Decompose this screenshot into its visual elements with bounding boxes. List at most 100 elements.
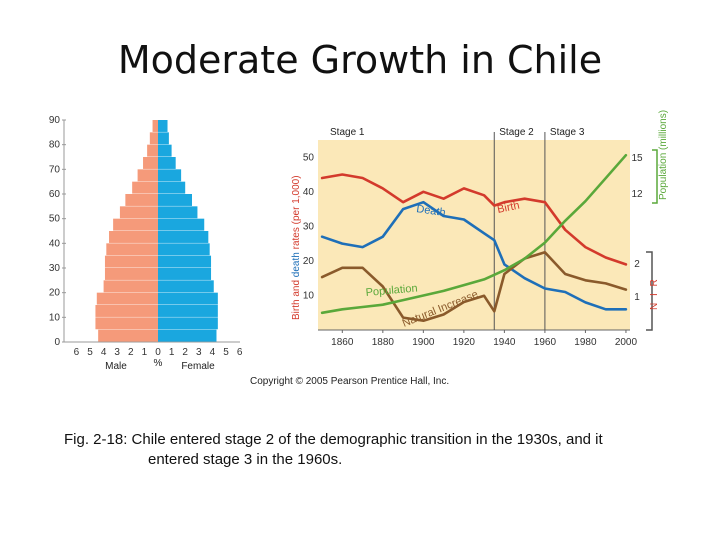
pyramid-bar-male <box>149 132 158 145</box>
death-annotation: Death <box>416 203 447 219</box>
ylabel-part-rest: rates (per 1,000) <box>291 175 302 252</box>
pyramid-x-tick: 5 <box>87 347 93 358</box>
pyramid-bar-female <box>158 292 218 305</box>
pyramid-y-tick: 0 <box>54 337 60 348</box>
pyramid-bar-female <box>158 218 205 231</box>
pyramid-bar-female <box>158 280 214 293</box>
caption-line-1: Fig. 2-18: Chile entered stage 2 of the … <box>64 431 603 448</box>
pyramid-x-tick: 6 <box>237 347 243 358</box>
chart-y-tick: 20 <box>303 256 315 267</box>
birth-annotation: Birth <box>496 199 521 215</box>
pyramid-x-tick: 3 <box>196 347 202 358</box>
pyramid-x-tick: 5 <box>223 347 229 358</box>
nir-bracket <box>646 251 653 331</box>
pyramid-female-label: Female <box>181 361 215 372</box>
stage-label: Stage 3 <box>550 127 585 138</box>
pyramid-bar-male <box>132 181 158 194</box>
series-line-birth <box>320 173 628 266</box>
pyramid-x-tick: 1 <box>142 347 148 358</box>
pyramid-bar-male <box>96 292 158 305</box>
pyramid-bar-male <box>147 144 158 157</box>
pyramid-bar-female <box>158 169 182 182</box>
pyramid-bar-male <box>104 268 158 280</box>
pop-tick-12: 12 <box>631 189 643 200</box>
population-axis-label: Population (millions) <box>658 110 669 200</box>
population-annotation: Population <box>365 283 418 299</box>
pyramid-bar-male <box>109 231 158 243</box>
pyramid-bar-female <box>158 132 169 145</box>
pyramid-bar-male <box>98 329 158 342</box>
pyramid-y-tick: 80 <box>49 140 61 151</box>
slide-title: Moderate Growth in Chile <box>117 38 603 82</box>
pyramid-bar-female <box>158 305 218 317</box>
pyramid-bar-female <box>158 144 172 157</box>
pyramid-bar-female <box>158 231 209 243</box>
ylabel-part-birth: Birth and <box>291 277 302 320</box>
pyramid-y-tick: 70 <box>49 164 61 175</box>
pyramid-x-tick: 6 <box>74 347 80 358</box>
chart-x-tick: 1920 <box>453 337 476 348</box>
pyramid-x-tick: 4 <box>101 347 107 358</box>
pyramid-bar-female <box>158 329 217 342</box>
ylabel-part-death: death <box>291 252 302 277</box>
chart-x-tick: 1960 <box>534 337 557 348</box>
pyramid-y-tick: 90 <box>49 115 61 126</box>
pyramid-y-tick: 10 <box>49 312 61 323</box>
pyramid-bar-female <box>158 243 210 256</box>
chart-y-label: Birth and death rates (per 1,000) <box>291 175 302 320</box>
series-line-population <box>320 153 628 315</box>
pyramid-x-tick: 3 <box>114 347 120 358</box>
nir-tick-1: 1 <box>634 292 640 303</box>
chart-y-tick: 40 <box>303 187 315 198</box>
pyramid-pct-label: % <box>154 358 163 369</box>
pyramid-bar-male <box>104 255 158 268</box>
pyramid-male-label: Male <box>105 361 127 372</box>
pyramid-bar-male <box>106 243 158 256</box>
nir-tick-2: 2 <box>634 259 640 270</box>
pyramid-x-tick: 1 <box>169 347 175 358</box>
series-line-natural-increase <box>320 251 628 322</box>
pyramid-bar-female <box>158 268 212 280</box>
pyramid-bar-male <box>125 194 158 206</box>
pyramid-bar-male <box>143 157 158 169</box>
series-line-death <box>320 200 628 311</box>
pyramid-x-tick: 4 <box>210 347 216 358</box>
pyramid-bar-male <box>152 120 158 132</box>
chart-x-tick: 1980 <box>574 337 597 348</box>
pyramid-bar-male <box>113 218 158 231</box>
chart-x-tick: 1860 <box>331 337 354 348</box>
pyramid-bar-male <box>95 317 158 330</box>
chart-y-tick: 30 <box>303 221 315 232</box>
pyramid-bar-male <box>119 206 158 219</box>
caption-line-2: entered stage 3 in the 1960s. <box>148 451 343 468</box>
pyramid-y-tick: 30 <box>49 263 61 274</box>
chart-y-tick: 50 <box>303 152 315 163</box>
pyramid-bar-male <box>137 169 158 182</box>
pyramid-x-tick: 0 <box>155 347 161 358</box>
copyright: Copyright © 2005 Pearson Prentice Hall, … <box>250 376 449 387</box>
nir-axis-label: N I R <box>649 277 660 310</box>
pyramid-y-tick: 20 <box>49 288 61 299</box>
pyramid-bar-female <box>158 194 192 206</box>
pyramid-x-tick: 2 <box>128 347 134 358</box>
stage-label: Stage 1 <box>330 127 365 138</box>
chart-x-tick: 1900 <box>412 337 435 348</box>
pyramid-bar-male <box>95 305 158 317</box>
pyramid-x-tick: 2 <box>182 347 188 358</box>
pyramid-bar-female <box>158 317 218 330</box>
chart-x-tick: 2000 <box>615 337 638 348</box>
pyramid-y-tick: 40 <box>49 238 61 249</box>
figure-caption: Fig. 2-18: Chile entered stage 2 of the … <box>64 430 664 470</box>
pyramid-bar-female <box>158 157 176 169</box>
pyramid-bar-male <box>103 280 158 293</box>
transition-chart: Stage 1 Stage 2 Stage 3 10 20 30 40 50 1860 188… <box>250 110 669 387</box>
pyramid-bar-female <box>158 255 212 268</box>
pyramid-y-tick: 50 <box>49 214 61 225</box>
chart-x-tick: 1880 <box>372 337 395 348</box>
pyramid-bar-female <box>158 181 186 194</box>
pop-tick-15: 15 <box>631 153 643 164</box>
chart-x-tick: 1940 <box>493 337 516 348</box>
pyramid-bar-female <box>158 120 168 132</box>
